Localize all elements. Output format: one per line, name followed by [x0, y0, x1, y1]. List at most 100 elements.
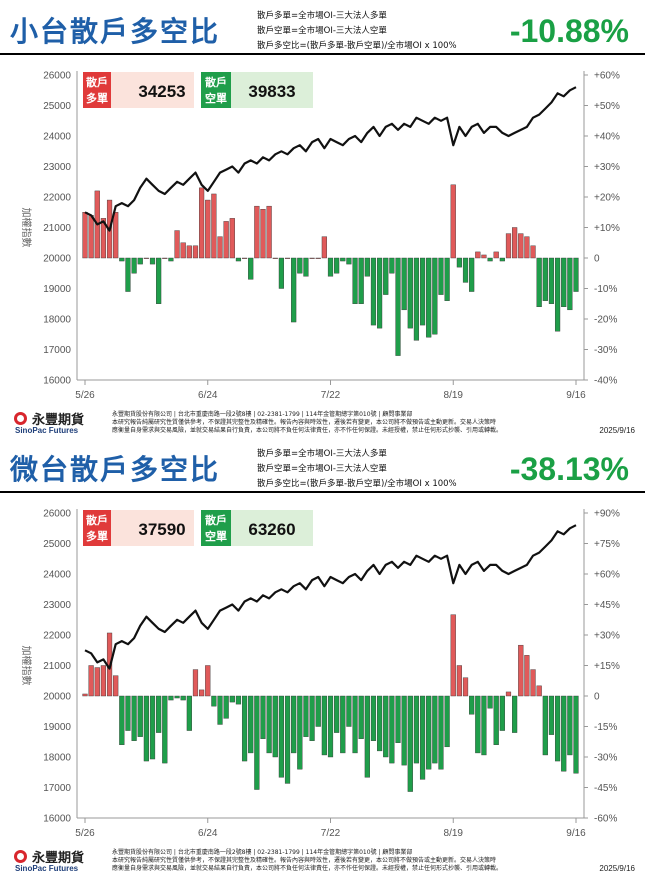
right-tick-label: +60% — [594, 570, 620, 581]
ratio-bar — [542, 257, 548, 301]
left-tick-label: 20000 — [43, 692, 71, 703]
ratio-bar — [291, 695, 297, 754]
ratio-bar — [327, 695, 334, 758]
ratio-bar — [499, 695, 505, 731]
ratio-bar — [272, 695, 278, 758]
ratio-bar — [389, 257, 395, 274]
left-tick-label: 16000 — [43, 376, 71, 387]
definition-line: 散戶多單=全市場OI-三大法人多單 — [257, 11, 387, 21]
brand-name-en: SinoPac Futures — [15, 864, 79, 873]
ratio-bar — [469, 695, 475, 715]
long-label: 散戶 — [86, 513, 108, 527]
short-position-box: 散戶空單 39833 — [201, 72, 313, 108]
ratio-bar — [260, 208, 266, 259]
ratio-bar — [131, 257, 137, 274]
ratio-bar — [542, 695, 548, 756]
ratio-bar — [272, 257, 278, 259]
ratio-bar — [143, 257, 149, 259]
ratio-bar — [149, 695, 156, 760]
right-tick-label: -60% — [594, 814, 617, 825]
ratio-bar — [383, 257, 389, 295]
ratio-bar — [512, 695, 518, 733]
ratio-bar — [487, 695, 493, 709]
disclaimer: 永豐期貨股份有限公司 | 台北市重慶南路一段2號8樓 | 02-2381-179… — [112, 849, 542, 873]
ratio-bar — [315, 257, 321, 259]
ratio-bar — [248, 257, 254, 280]
ratio-bar — [266, 695, 272, 754]
long-value: 34253 — [138, 82, 185, 101]
short-value-bg — [231, 510, 313, 546]
ratio-bar — [493, 695, 499, 745]
ratio-bar — [156, 257, 162, 304]
right-tick-label: +90% — [594, 509, 620, 520]
definition-line: 散戶空單=全市場OI-三大法人空單 — [257, 26, 387, 36]
ratio-bar — [192, 245, 199, 259]
right-tick-label: +10% — [594, 223, 620, 234]
ratio-bar — [260, 695, 266, 739]
left-tick-label: 21000 — [43, 661, 71, 672]
header-divider — [0, 53, 645, 55]
ratio-bar — [364, 257, 370, 277]
left-tick-label: 24000 — [43, 132, 71, 143]
x-tick-label: 5/26 — [75, 828, 95, 839]
ratio-bar — [100, 218, 107, 259]
ratio-bar — [284, 257, 291, 259]
ratio-bar — [407, 695, 413, 792]
disclaimer-line: 應衡量自身需求與交易風險，並就交易結果自行負責，本公司將不負任何法律責任，亦不作… — [112, 865, 503, 872]
ratio-bar — [340, 257, 346, 262]
ratio-bar — [536, 257, 542, 307]
x-tick-label: 6/24 — [198, 390, 218, 401]
ratio-bar — [297, 695, 303, 770]
ratio-bar — [217, 236, 223, 259]
left-tick-label: 23000 — [43, 600, 71, 611]
definition-line: 散戶多空比=(散戶多單-散戶空單)/全市場OI x 100% — [257, 41, 457, 51]
ratio-bar — [469, 257, 475, 292]
right-tick-label: +30% — [594, 631, 620, 642]
ratio-bar — [248, 695, 254, 754]
ratio-bar — [401, 695, 407, 766]
long-label: 多單 — [86, 91, 108, 105]
ratio-bar — [266, 205, 272, 259]
right-tick-label: -30% — [594, 753, 617, 764]
ratio-bar — [125, 695, 131, 731]
left-tick-label: 18000 — [43, 753, 71, 764]
ratio-bar — [475, 695, 481, 754]
ratio-bar — [235, 257, 242, 262]
left-tick-label: 17000 — [43, 783, 71, 794]
definitions: 散戶多單=全市場OI-三大法人多單 散戶空單=全市場OI-三大法人空單 散戶多空… — [257, 9, 457, 54]
definitions: 散戶多單=全市場OI-三大法人多單 散戶空單=全市場OI-三大法人空單 散戶多空… — [257, 447, 457, 492]
ratio-bar — [536, 685, 542, 697]
long-value: 37590 — [138, 520, 185, 539]
ratio-bar — [334, 257, 340, 274]
sinopac-logo-icon — [14, 850, 27, 863]
ratio-bar — [168, 257, 174, 262]
ratio-bar — [94, 667, 100, 697]
ratio-bar — [149, 257, 156, 265]
right-tick-label: -45% — [594, 783, 617, 794]
ratio-bar — [334, 695, 340, 733]
left-tick-label: 19000 — [43, 284, 71, 295]
ratio-bar — [100, 665, 107, 697]
page-title: 微台散戶多空比 — [10, 453, 221, 486]
right-tick-label: +30% — [594, 162, 620, 173]
definition-line: 散戶多空比=(散戶多單-散戶空單)/全市場OI x 100% — [257, 479, 457, 489]
left-tick-label: 19000 — [43, 722, 71, 733]
page-title: 小台散戶多空比 — [10, 15, 221, 48]
ratio-bar — [377, 257, 383, 329]
ratio-bar — [530, 245, 536, 259]
short-label-bg — [201, 72, 231, 108]
ratio-bar — [432, 695, 438, 764]
right-tick-label: +50% — [594, 101, 620, 112]
left-tick-label: 26000 — [43, 509, 71, 520]
ratio-bar — [462, 257, 469, 283]
ratio-bar — [168, 695, 174, 701]
ratio-bar — [303, 695, 309, 737]
ratio-bar — [278, 257, 284, 289]
long-label-bg — [83, 510, 111, 546]
ratio-value: -10.88% — [509, 13, 629, 49]
disclaimer-line: 本研究報告純屬研究性質僅供參考，不保證其完整性及精確性。報告內容與時效性，遷後若… — [112, 857, 497, 864]
ratio-bar — [462, 677, 469, 697]
long-value-bg — [111, 510, 194, 546]
ratio-bar — [241, 257, 248, 259]
ratio-bar — [131, 695, 137, 741]
